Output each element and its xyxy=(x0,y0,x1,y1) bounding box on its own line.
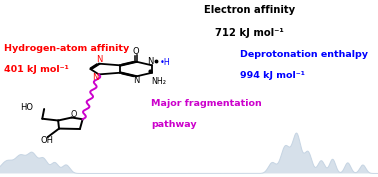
Text: 712 kJ mol⁻¹: 712 kJ mol⁻¹ xyxy=(215,28,284,38)
Text: Major fragmentation: Major fragmentation xyxy=(151,99,262,108)
Text: N: N xyxy=(133,76,139,85)
Text: N: N xyxy=(92,73,98,82)
Text: 401 kJ mol⁻¹: 401 kJ mol⁻¹ xyxy=(4,65,69,75)
Text: NH₂: NH₂ xyxy=(151,77,166,86)
Text: N: N xyxy=(96,55,102,64)
Text: 994 kJ mol⁻¹: 994 kJ mol⁻¹ xyxy=(240,71,305,80)
Text: Hydrogen-atom affinity: Hydrogen-atom affinity xyxy=(4,44,129,53)
Text: HO: HO xyxy=(20,103,34,112)
Text: •H: •H xyxy=(160,58,171,67)
Text: Deprotonation enthalpy: Deprotonation enthalpy xyxy=(240,50,368,59)
Text: O: O xyxy=(70,110,77,119)
Text: OH: OH xyxy=(40,136,53,145)
Text: O: O xyxy=(132,47,139,56)
Text: pathway: pathway xyxy=(151,120,197,129)
Text: Electron affinity: Electron affinity xyxy=(204,5,295,15)
Text: N: N xyxy=(147,57,153,66)
